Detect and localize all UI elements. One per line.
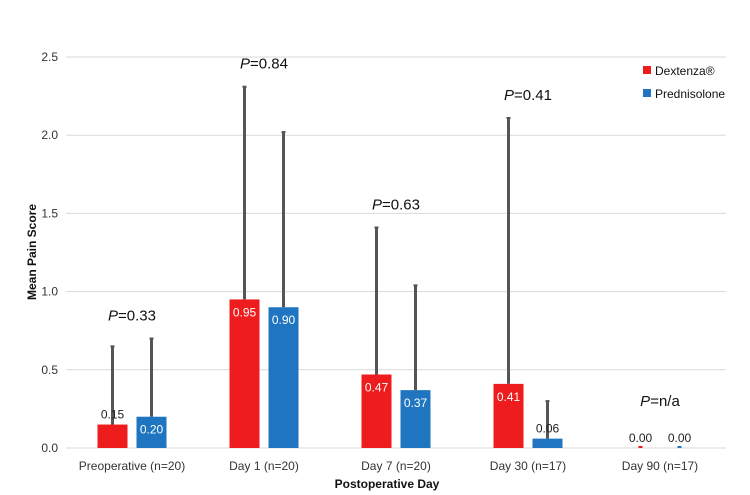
- p-value-label: P=n/a: [640, 393, 680, 410]
- data-label: 0.00: [668, 431, 692, 445]
- bars: [97, 299, 682, 448]
- bar-dextenza: [229, 299, 260, 448]
- data-label: 0.06: [536, 422, 560, 436]
- p-value-label: P=0.84: [240, 56, 288, 73]
- bar-prednisolone: [532, 438, 563, 448]
- p-value-label: P=0.63: [372, 196, 420, 213]
- y-tick-label: 1.0: [41, 285, 58, 299]
- y-tick-label: 2.5: [41, 50, 58, 64]
- data-label: 0.15: [101, 408, 125, 422]
- y-tick-label: 1.5: [41, 206, 58, 220]
- bar-dextenza: [361, 374, 392, 448]
- legend-swatch-prednisolone: [643, 89, 651, 97]
- x-tick-label: Day 90 (n=17): [622, 459, 698, 473]
- bar-dextenza: [97, 424, 128, 448]
- x-axis-categories: Preoperative (n=20) Day 1 (n=20) Day 7 (n=…: [79, 459, 698, 473]
- y-tick-label: 0.0: [41, 441, 58, 455]
- y-tick-label: 2.0: [41, 128, 58, 142]
- legend-label-prednisolone: Prednisolone: [655, 87, 725, 101]
- p-value-label: P=0.41: [504, 87, 552, 104]
- y-axis-ticks: 0.0 0.5 1.0 1.5 2.0 2.5: [41, 50, 58, 455]
- legend: Dextenza® Prednisolone: [643, 64, 725, 101]
- bar-prednisolone: [268, 307, 299, 448]
- data-label: 0.20: [140, 423, 164, 437]
- x-tick-label: Day 1 (n=20): [229, 459, 299, 473]
- gridlines: [66, 56, 726, 449]
- data-label: 0.90: [272, 313, 296, 327]
- bar-prednisolone: [136, 416, 167, 448]
- y-tick-label: 0.5: [41, 363, 58, 377]
- bar-prednisolone: [400, 390, 431, 448]
- p-value-annotations: P=0.33 P=0.84 P=0.63 P=0.41 P=n/a: [108, 56, 680, 410]
- p-value-label: P=0.33: [108, 308, 156, 325]
- data-label: 0.37: [404, 396, 428, 410]
- x-tick-label: Day 30 (n=17): [490, 459, 566, 473]
- data-label: 0.41: [497, 390, 521, 404]
- y-axis-title: Mean Pain Score: [25, 204, 39, 300]
- data-labels: 0.15 0.20 0.95 0.90 0.47 0.37 0.41 0.06 0.00 0.00: [101, 305, 692, 445]
- data-label: 0.00: [629, 431, 653, 445]
- data-label: 0.47: [365, 380, 389, 394]
- bar-dextenza: [493, 383, 524, 448]
- x-tick-label: Day 7 (n=20): [361, 459, 431, 473]
- x-axis-title: Postoperative Day: [335, 477, 440, 491]
- legend-swatch-dextenza: [643, 66, 651, 74]
- error-bars: [110, 85, 550, 439]
- data-label: 0.95: [233, 305, 257, 319]
- x-tick-label: Preoperative (n=20): [79, 459, 185, 473]
- legend-label-dextenza: Dextenza®: [655, 64, 715, 78]
